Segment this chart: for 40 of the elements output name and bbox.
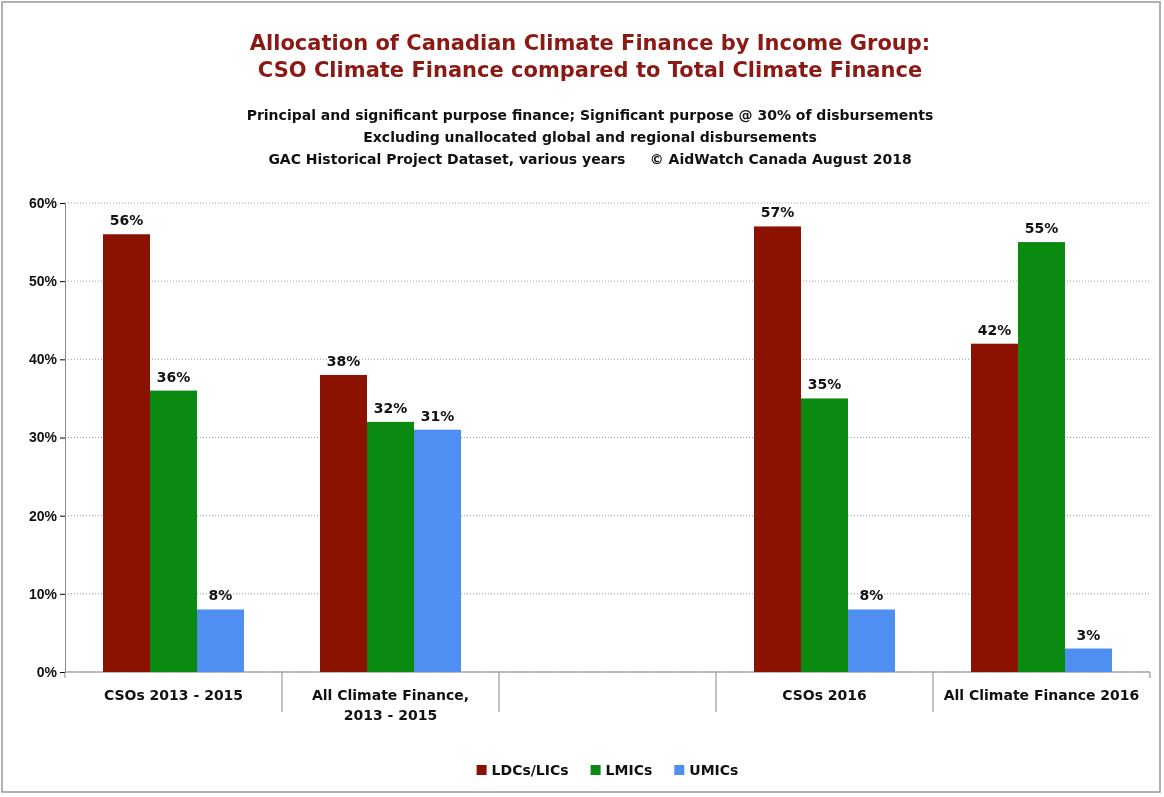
bar: [1018, 242, 1065, 672]
x-tick-label: All Climate Finance, 2013 - 2015: [311, 687, 470, 723]
y-tick-label: 10%: [28, 585, 58, 602]
text: 55%: [1024, 220, 1059, 237]
x-tick-label: CSOs 2013 - 2015: [103, 687, 244, 703]
bar: [848, 609, 895, 672]
x-tick-label: All Climate Finance 2016: [943, 687, 1140, 703]
bar: [320, 374, 367, 672]
y-tick-label: 50%: [28, 273, 58, 290]
chart-subtitle: Principal and significant purpose finance; Significant purpose @ 30% of disbursements Excluding unallocated global and regional disbursements GAC Historical Project Dataset, various years © AidWatch Canada August 2018: [246, 107, 934, 167]
bar: [414, 429, 461, 672]
chart-title: Allocation of Canadian Climate Finance by Income Group: CSO Climate Finance compared to Total Climate Finance: [249, 31, 931, 82]
y-tick-label: 40%: [28, 351, 58, 368]
text: 57%: [760, 204, 795, 221]
legend-label: UMICs: [689, 762, 739, 778]
bar: [150, 390, 197, 672]
bar: [754, 226, 801, 672]
y-tick-label: 0%: [36, 663, 58, 680]
bar: [197, 609, 244, 672]
bar: [103, 234, 150, 672]
text: 56%: [109, 212, 144, 229]
y-tick-label: 60%: [28, 194, 58, 211]
y-tick-label: 20%: [28, 507, 58, 524]
x-tick-label: CSOs 2016: [782, 687, 867, 703]
bar: [1065, 648, 1112, 672]
text: 31%: [420, 407, 455, 424]
text: 38%: [326, 352, 361, 369]
text: 8%: [208, 587, 233, 604]
text: 32%: [373, 399, 408, 416]
legend-label: LDCs/LICs: [491, 762, 569, 778]
text: 42%: [977, 321, 1012, 338]
text: 3%: [1076, 626, 1101, 643]
bar: [801, 398, 848, 672]
text: 35%: [807, 376, 842, 393]
legend-label: LMICs: [605, 762, 653, 778]
bar: [971, 343, 1018, 672]
text: 36%: [156, 368, 191, 385]
y-tick-label: 30%: [28, 429, 58, 446]
text: 8%: [859, 587, 884, 604]
bar: [367, 421, 414, 672]
